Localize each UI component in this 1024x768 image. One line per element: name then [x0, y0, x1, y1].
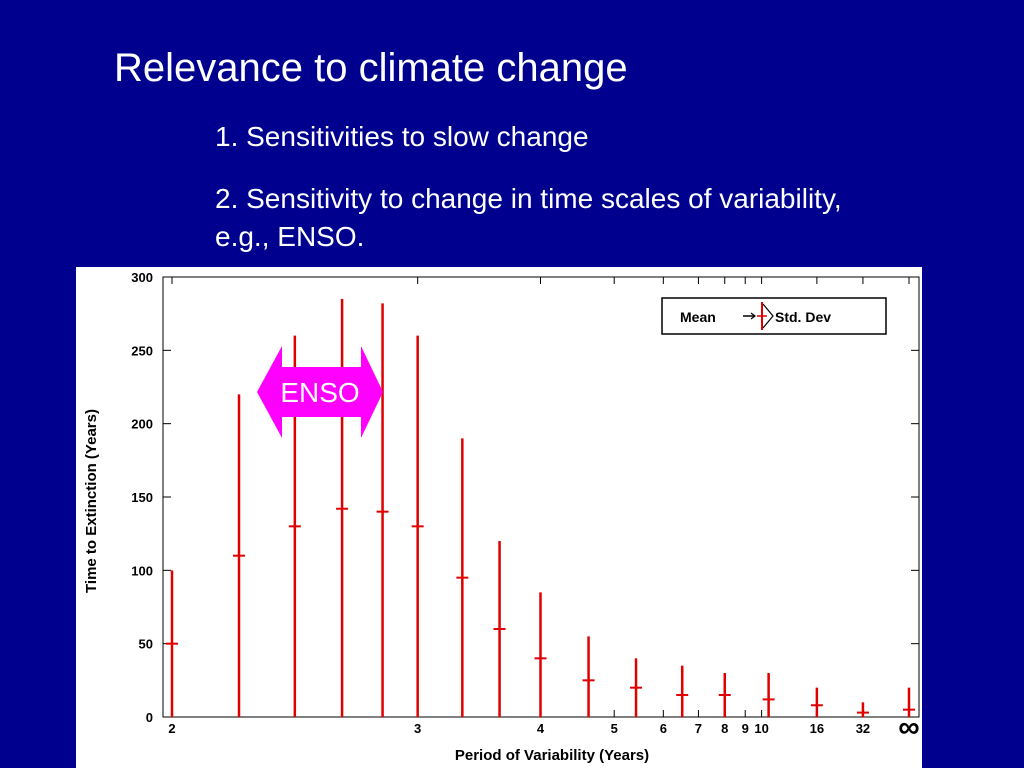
y-axis: 0 50 100 150 200 250 300 [131, 270, 919, 725]
x-tick-label: 2 [168, 721, 175, 736]
enso-label: ENSO [280, 377, 359, 408]
x-tick-label: 10 [754, 721, 768, 736]
x-tick-label: 32 [856, 721, 870, 736]
x-tick-label: 6 [660, 721, 667, 736]
x-axis: 2 3 4 5 6 7 8 9 10 16 32 ∞ [168, 277, 920, 744]
legend-chevron-icon [762, 303, 774, 329]
x-tick-label: ∞ [898, 711, 919, 744]
x-tick-label: 8 [721, 721, 728, 736]
enso-double-arrow-icon [257, 346, 383, 438]
y-tick-label: 50 [139, 637, 153, 652]
legend-std-label: Std. Dev [775, 309, 831, 325]
slide-title: Relevance to climate change [114, 46, 628, 90]
x-tick-label: 3 [414, 721, 421, 736]
x-tick-label: 16 [810, 721, 824, 736]
y-tick-label: 300 [131, 270, 153, 285]
x-tick-label: 9 [742, 721, 749, 736]
y-tick-label: 250 [131, 343, 153, 358]
legend: Mean Std. Dev [661, 297, 887, 335]
error-bar-chart: 0 50 100 150 200 250 300 2 3 4 5 6 7 8 9 10 16 32 ∞ Time … [83, 270, 920, 764]
y-tick-label: 100 [131, 563, 153, 578]
bullet-1: 1. Sensitivities to slow change [215, 121, 589, 152]
chart-figure: 0 50 100 150 200 250 300 2 3 4 5 6 7 8 9 10 16 32 ∞ Time … [76, 267, 922, 768]
x-tick-label: 4 [537, 721, 545, 736]
x-tick-label: 7 [695, 721, 702, 736]
enso-annotation: ENSO [257, 346, 383, 438]
legend-mean-label: Mean [680, 309, 716, 325]
y-tick-label: 200 [131, 417, 153, 432]
x-axis-title: Period of Variability (Years) [455, 747, 649, 764]
x-tick-label: 5 [611, 721, 618, 736]
y-axis-title: Time to Extinction (Years) [83, 409, 100, 593]
y-tick-label: 150 [131, 490, 153, 505]
bullet-2: 2. Sensitivity to change in time scales … [215, 183, 842, 252]
legend-box [661, 297, 887, 335]
y-tick-label: 0 [146, 710, 153, 725]
legend-arrowhead-icon [750, 312, 756, 320]
